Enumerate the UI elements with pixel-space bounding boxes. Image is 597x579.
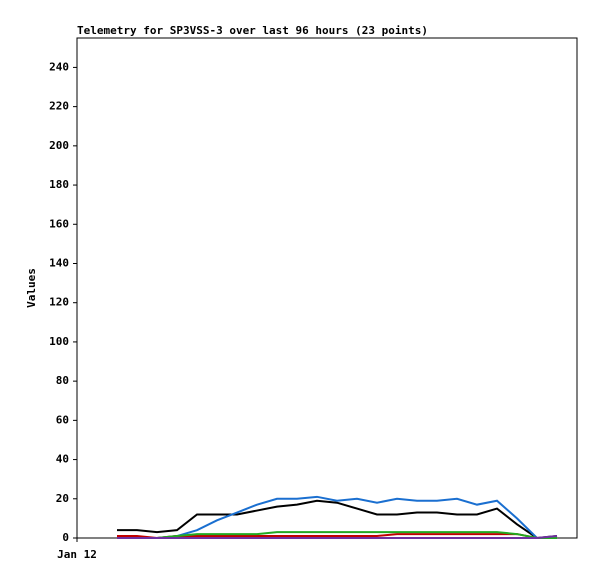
y-tick-label: 100 bbox=[49, 335, 69, 348]
y-tick-label: 240 bbox=[49, 60, 69, 73]
y-tick-label: 120 bbox=[49, 296, 69, 309]
y-tick-label: 180 bbox=[49, 178, 69, 191]
series-line bbox=[117, 531, 557, 539]
y-axis-label: Values bbox=[25, 268, 38, 308]
y-tick-label: 140 bbox=[49, 256, 69, 269]
y-tick-label: 0 bbox=[62, 531, 69, 544]
y-tick-label: 20 bbox=[56, 492, 69, 505]
series-line bbox=[117, 499, 558, 540]
y-tick-label: 60 bbox=[56, 413, 69, 426]
y-tick-label: 200 bbox=[49, 139, 69, 152]
series-line bbox=[117, 535, 558, 539]
series-line bbox=[117, 533, 557, 540]
chart-title: Telemetry for SP3VSS-3 over last 96 hour… bbox=[77, 24, 428, 37]
y-tick-label: 40 bbox=[56, 453, 69, 466]
series-line bbox=[117, 495, 557, 539]
y-tick-label: 160 bbox=[49, 217, 69, 230]
y-tick-label: 220 bbox=[49, 100, 69, 113]
x-tick-label: Jan 12 bbox=[57, 548, 97, 561]
y-tick-label: 80 bbox=[56, 374, 69, 387]
